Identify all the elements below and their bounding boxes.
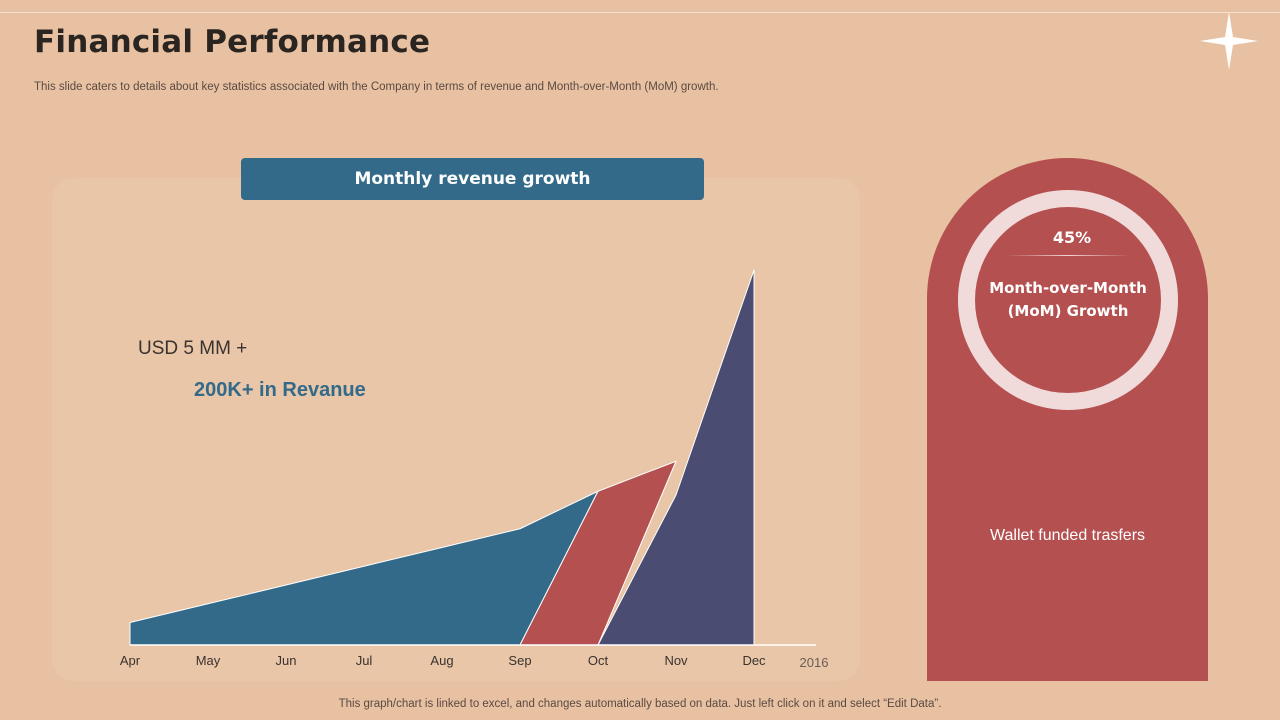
x-tick-label: May — [196, 653, 221, 668]
page-subtitle: This slide caters to details about key s… — [34, 81, 719, 93]
mom-divider — [1006, 255, 1130, 256]
x-tick-label: Oct — [588, 653, 609, 668]
x-tick-label: Nov — [664, 653, 688, 668]
x-axis-year-label: 2016 — [800, 655, 829, 670]
x-tick-label: Aug — [430, 653, 453, 668]
mom-caption: Wallet funded trasfers — [989, 527, 1146, 544]
x-tick-label: Sep — [508, 653, 531, 668]
mom-label-line2: (MoM) Growth — [1007, 302, 1129, 320]
chart-title-banner: Monthly revenue growth — [241, 158, 704, 200]
footnote: This graph/chart is linked to excel, and… — [338, 698, 942, 710]
mom-label-line1: Month-over-Month — [989, 279, 1147, 297]
mom-value: 45% — [1052, 228, 1092, 247]
x-tick-label: Apr — [120, 653, 141, 668]
x-tick-label: Dec — [742, 653, 766, 668]
area-series-1 — [129, 490, 599, 646]
x-tick-label: Jun — [276, 653, 297, 668]
page-title: Financial Performance — [34, 24, 431, 60]
x-tick-label: Jul — [356, 653, 373, 668]
chart-annotation-revenue: 200K+ in Revanue — [194, 379, 366, 401]
mom-label: Month-over-Month (MoM) Growth — [978, 277, 1158, 323]
chart-areas — [129, 269, 755, 646]
top-rule — [0, 12, 1280, 13]
chart-annotation-total: USD 5 MM + — [138, 338, 248, 359]
sparkle-icon — [1200, 12, 1258, 70]
x-axis-ticks: Apr May Jun Jul Aug Sep Oct Nov Dec 2016 — [120, 653, 829, 670]
